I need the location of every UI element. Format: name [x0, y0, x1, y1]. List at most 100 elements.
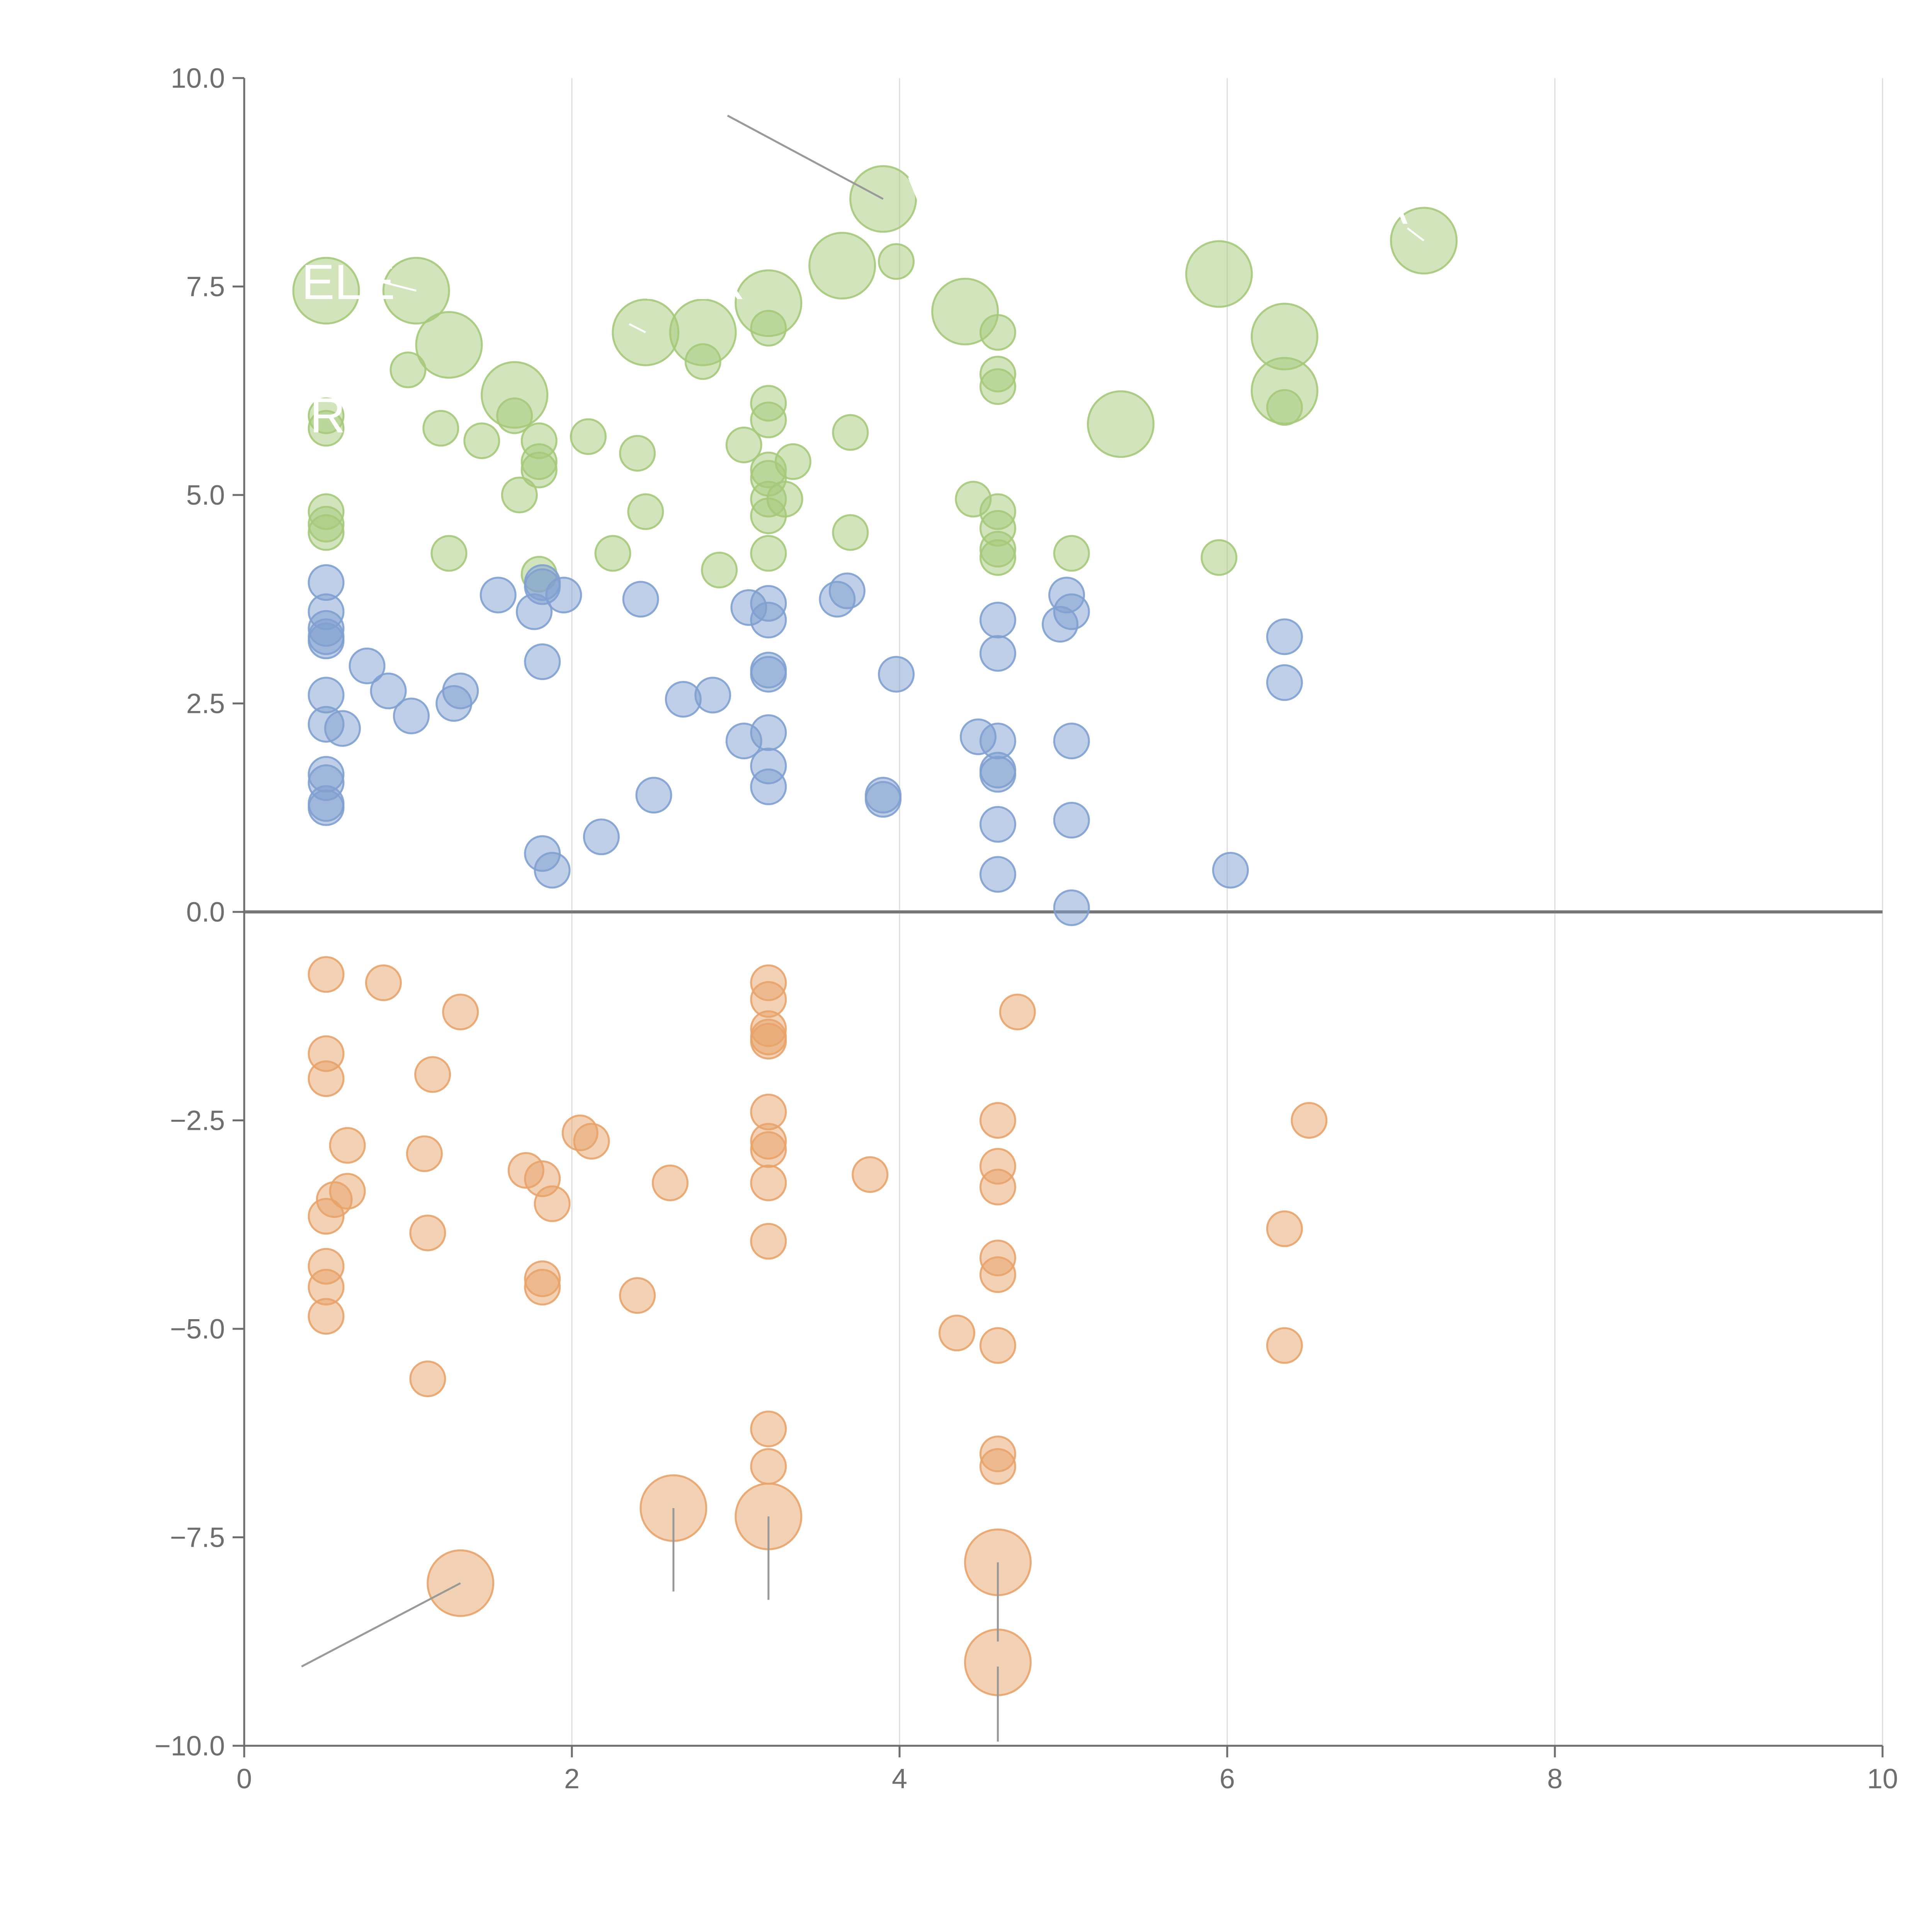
blue-bubble-55 [534, 852, 571, 889]
blue-bubble-22 [524, 643, 561, 680]
annotation-labels: V ELE OPER R A [301, 167, 1408, 443]
green-bubble-57 [1053, 535, 1090, 572]
green-bubble-32 [725, 427, 762, 464]
blue-bubble-34 [979, 602, 1016, 639]
orange-bubble-25 [979, 1102, 1016, 1139]
blue-bubble-39 [1266, 618, 1303, 655]
orange-bubble-2 [442, 993, 479, 1031]
y-tick-label-4: 0.0 [186, 897, 225, 928]
blue-bubble-12 [349, 647, 386, 684]
blue-bubble-33 [878, 656, 915, 693]
green-bubble-19 [979, 314, 1016, 351]
y-tick-label-6: 5.0 [186, 480, 225, 511]
green-bubble-0 [292, 257, 360, 325]
green-bubble-51 [308, 514, 345, 551]
green-bubble-26 [496, 397, 533, 434]
orange-bubble-28 [1291, 1102, 1328, 1139]
orange-bubble-33 [750, 1223, 787, 1260]
annotation-label-4: A [1375, 180, 1408, 235]
green-bubble-38 [832, 414, 869, 451]
leader-line-0 [301, 1582, 461, 1668]
green-bubble-23 [308, 410, 345, 447]
green-bubble-29 [520, 451, 558, 488]
green-bubble-11 [1185, 240, 1253, 308]
green-bubble-15 [878, 243, 915, 280]
y-tick-label-8: 10.0 [171, 63, 225, 94]
annotation-label-3: R [310, 388, 345, 443]
blue-bubble-30 [694, 677, 731, 714]
green-bubble-2 [415, 311, 483, 379]
green-bubble-58 [1201, 539, 1238, 576]
blue-bubble-23 [622, 581, 659, 618]
annotation-label-2: OPER [605, 255, 745, 310]
x-tick-label-5: 10 [1867, 1764, 1898, 1794]
blue-bubble-56 [979, 806, 1016, 843]
orange-bubble-23 [750, 1164, 787, 1201]
blue-bubble-52 [635, 777, 672, 814]
x-tick-label-4: 8 [1547, 1764, 1563, 1794]
orange-bubble-19 [651, 1164, 689, 1201]
y-tick-label-3: −2.5 [170, 1105, 225, 1136]
blue-bubble-21 [545, 577, 582, 614]
annotation-label-0: V [908, 167, 940, 222]
y-tick-label-2: −5.0 [170, 1314, 225, 1345]
green-bubble-31 [619, 435, 656, 472]
green-bubble-21 [979, 368, 1016, 405]
blue-bubble-42 [750, 714, 787, 751]
annotation-label-1: ELE [301, 255, 395, 310]
x-tick-label-3: 6 [1219, 1764, 1235, 1794]
orange-bubble-46 [409, 1360, 446, 1397]
green-bubble-53 [832, 514, 869, 551]
y-tick-label-7: 7.5 [186, 272, 225, 303]
orange-bubble-27 [979, 1168, 1016, 1206]
blue-bubble-38 [1042, 605, 1079, 643]
green-bubble-56 [750, 535, 787, 572]
blue-bubble-11 [308, 789, 345, 826]
annotation-leader-0 [727, 114, 884, 200]
orange-bubble-36 [308, 1298, 345, 1335]
green-bubble-60 [701, 551, 738, 588]
green-bubble-52 [627, 493, 664, 530]
orange-bubble-32 [409, 1214, 446, 1252]
green-bubble-37 [774, 443, 811, 480]
bubbles [292, 165, 1458, 1696]
blue-bubble-60 [1053, 889, 1090, 926]
blue-bubble-17 [480, 577, 517, 614]
green-bubble-18 [750, 310, 787, 347]
green-bubble-16 [389, 351, 427, 388]
green-bubble-55 [594, 535, 631, 572]
green-bubble-24 [422, 410, 459, 447]
y-tick-label-5: 2.5 [186, 689, 225, 719]
blue-bubble-59 [1212, 852, 1249, 889]
orange-bubble-43 [938, 1315, 975, 1352]
blue-bubble-51 [865, 781, 902, 818]
orange-bubble-45 [1266, 1327, 1303, 1364]
blue-bubble-13 [370, 672, 407, 709]
green-bubble-25 [463, 422, 500, 459]
annotation-leader-1 [383, 281, 417, 292]
green-bubble-17 [684, 343, 721, 380]
blue-bubble-48 [979, 756, 1016, 793]
blue-bubble-57 [1053, 802, 1090, 839]
blue-bubble-35 [979, 635, 1016, 672]
blue-bubble-16 [442, 672, 479, 709]
blue-bubble-53 [583, 818, 620, 855]
orange-bubble-7 [750, 1022, 787, 1060]
orange-bubble-10 [308, 1060, 345, 1097]
blue-bubble-4 [308, 622, 345, 660]
blue-bubble-7 [324, 710, 361, 747]
leader-lines [301, 114, 1425, 1742]
blue-bubble-32 [750, 656, 787, 693]
y-tick-label-0: −10.0 [155, 1731, 225, 1762]
orange-bubble-11 [414, 1056, 451, 1093]
x-tick-label-0: 0 [236, 1764, 252, 1794]
annotation-leader-2 [629, 323, 646, 333]
blue-bubble-58 [979, 856, 1016, 893]
orange-bubble-24 [852, 1156, 889, 1193]
green-bubble-54 [430, 535, 468, 572]
orange-bubble-0 [308, 956, 345, 993]
blue-bubble-40 [1266, 664, 1303, 701]
orange-bubble-42 [1266, 1210, 1303, 1247]
annotation-leader-4 [1406, 227, 1425, 242]
